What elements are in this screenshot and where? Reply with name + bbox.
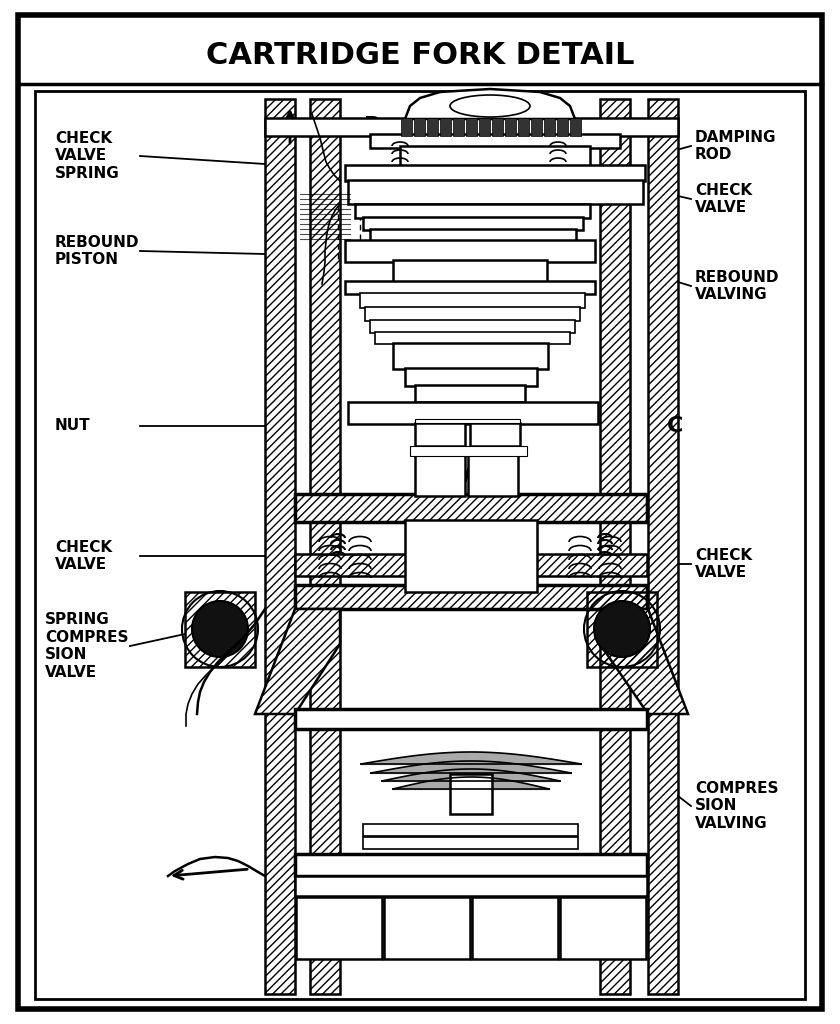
Bar — [295, 494, 647, 522]
Polygon shape — [405, 89, 575, 119]
Text: REBOUND
VALVING: REBOUND VALVING — [695, 269, 780, 302]
Bar — [450, 774, 492, 814]
Bar — [415, 423, 465, 446]
Text: SPRING
COMPRES
SION
VALVE: SPRING COMPRES SION VALVE — [45, 612, 129, 680]
Text: NUT: NUT — [55, 419, 91, 433]
Bar — [345, 281, 595, 294]
Bar — [370, 134, 620, 148]
Text: B: B — [364, 116, 381, 136]
Text: CHECK
VALVE: CHECK VALVE — [55, 540, 112, 572]
Bar — [470, 423, 520, 446]
Bar — [414, 118, 425, 136]
Bar — [401, 118, 412, 136]
Bar — [415, 454, 465, 496]
Bar — [345, 240, 595, 262]
Polygon shape — [600, 609, 688, 714]
Bar — [587, 592, 657, 667]
Bar — [557, 118, 568, 136]
Text: C: C — [667, 416, 683, 436]
Bar — [410, 446, 527, 456]
Bar — [348, 180, 643, 204]
Bar — [648, 99, 678, 994]
Circle shape — [192, 601, 248, 657]
Bar — [518, 118, 529, 136]
Bar — [348, 402, 598, 424]
Bar — [355, 204, 590, 218]
Circle shape — [594, 601, 650, 657]
Bar — [295, 585, 647, 609]
Bar — [472, 897, 558, 959]
Bar — [415, 419, 520, 423]
Bar — [363, 837, 578, 849]
Bar — [415, 385, 525, 402]
Text: COMPRES
SION
VALVING: COMPRES SION VALVING — [695, 781, 779, 830]
Bar — [479, 118, 490, 136]
Ellipse shape — [450, 95, 530, 117]
Bar — [296, 897, 382, 959]
Bar — [393, 343, 548, 369]
Bar — [531, 118, 542, 136]
Text: CHECK
VALVE
SPRING: CHECK VALVE SPRING — [55, 131, 120, 181]
Bar — [468, 454, 518, 496]
Bar — [405, 368, 537, 386]
Bar — [400, 146, 590, 166]
Bar — [466, 118, 477, 136]
Bar — [544, 118, 555, 136]
Bar — [295, 554, 407, 575]
Bar — [365, 307, 580, 321]
Bar — [185, 592, 255, 667]
Bar — [345, 165, 645, 181]
Bar — [295, 709, 647, 729]
Bar — [265, 118, 678, 136]
Bar — [570, 118, 581, 136]
Bar — [393, 260, 547, 282]
Text: DAMPING
ROD: DAMPING ROD — [695, 130, 776, 162]
Text: REBOUND
PISTON: REBOUND PISTON — [55, 234, 139, 267]
Bar — [370, 229, 576, 241]
Bar — [505, 118, 516, 136]
Bar — [600, 99, 630, 994]
Bar — [560, 897, 646, 959]
Bar — [405, 520, 537, 592]
Bar — [35, 91, 805, 999]
Bar — [427, 118, 438, 136]
Text: CHECK
VALVE: CHECK VALVE — [695, 183, 752, 215]
Text: A: A — [462, 466, 480, 486]
Bar — [440, 118, 451, 136]
Bar — [363, 217, 583, 230]
Text: CARTRIDGE FORK DETAIL: CARTRIDGE FORK DETAIL — [206, 42, 634, 71]
Bar — [492, 118, 503, 136]
Bar — [265, 99, 295, 994]
Bar — [370, 319, 575, 333]
Polygon shape — [255, 609, 340, 714]
Bar — [295, 876, 647, 896]
Bar — [453, 118, 464, 136]
Bar — [360, 293, 585, 308]
Bar — [535, 554, 647, 575]
Bar — [363, 824, 578, 836]
Bar — [295, 854, 647, 876]
Bar — [310, 99, 340, 994]
Bar — [384, 897, 470, 959]
Bar — [375, 332, 570, 344]
Text: CHECK
VALVE: CHECK VALVE — [695, 548, 752, 581]
